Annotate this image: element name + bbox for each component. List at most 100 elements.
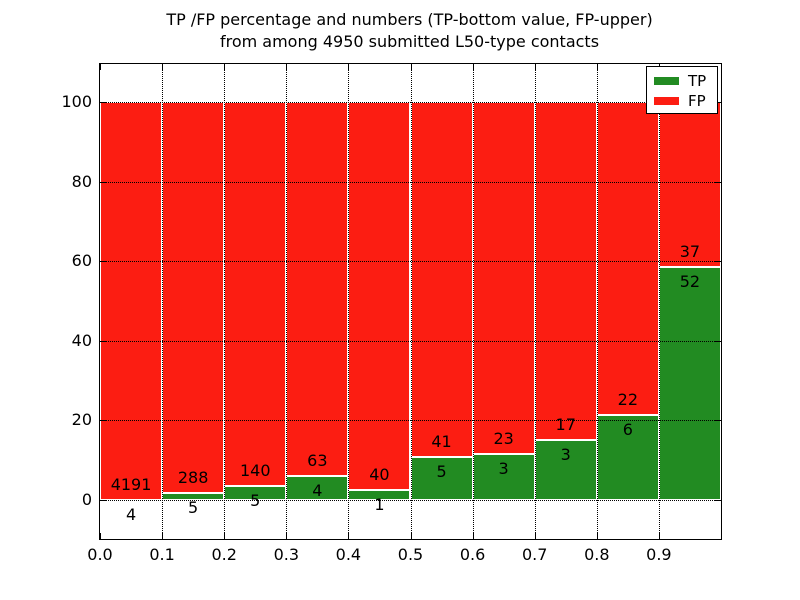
y-tick-mark xyxy=(100,500,106,501)
x-tick-label: 0.8 xyxy=(584,545,610,564)
x-tick-mark xyxy=(472,533,474,539)
fp-count-label: 4191 xyxy=(110,474,152,494)
x-gridline xyxy=(410,64,412,539)
fp-color-swatch xyxy=(654,97,679,105)
x-tick-mark xyxy=(596,533,598,539)
x-tick-mark xyxy=(100,533,101,539)
x-tick-mark-top xyxy=(410,64,412,70)
y-tick-label: 40 xyxy=(71,330,92,350)
x-gridline xyxy=(472,64,474,539)
x-tick-mark-top xyxy=(472,64,474,70)
fp-count-label: 41 xyxy=(431,431,452,451)
bar-segment-tp xyxy=(658,267,721,500)
x-gridline xyxy=(224,64,226,539)
y-tick-mark-right xyxy=(715,102,721,103)
tp-count-label: 6 xyxy=(622,419,633,439)
x-tick-label: 0.1 xyxy=(149,545,175,564)
x-tick-mark-top xyxy=(100,64,101,70)
x-tick-label: 0.2 xyxy=(211,545,237,564)
fp-count-label: 22 xyxy=(617,389,639,409)
y-tick-label: 80 xyxy=(71,171,92,191)
x-tick-mark xyxy=(410,533,412,539)
x-tick-mark-top xyxy=(162,64,164,70)
tp-count-label: 1 xyxy=(374,495,385,515)
chart-title-line2: from among 4950 submitted L50-type conta… xyxy=(219,31,600,51)
y-tick-label: 60 xyxy=(71,251,92,271)
tp-count-label: 4 xyxy=(125,504,137,524)
y-tick-mark-right xyxy=(715,500,721,501)
x-tick-mark-top xyxy=(596,64,598,70)
x-gridline xyxy=(162,64,164,539)
x-tick-mark-top xyxy=(286,64,288,70)
x-gridline xyxy=(658,64,660,539)
x-gridline xyxy=(348,64,350,539)
fp-count-label: 288 xyxy=(177,468,209,488)
x-tick-mark-top xyxy=(534,64,536,70)
y-tick-mark xyxy=(100,181,106,183)
tp-count-label: 3 xyxy=(498,459,509,479)
x-tick-label: 0.3 xyxy=(273,545,300,564)
fp-count-label: 17 xyxy=(555,415,576,435)
x-tick-mark-top xyxy=(348,64,350,70)
bar-segment-fp xyxy=(224,102,287,487)
tp-count-label: 3 xyxy=(560,445,571,465)
x-gridline xyxy=(596,64,598,539)
bar-segment-tp xyxy=(534,440,597,500)
chart-title: TP /FP percentage and numbers (TP-bottom… xyxy=(99,9,720,52)
tp-color-swatch xyxy=(654,77,679,85)
fp-count-label: 23 xyxy=(493,429,514,449)
tp-count-label: 4 xyxy=(312,481,323,501)
x-tick-mark xyxy=(348,533,350,539)
tp-count-label: 5 xyxy=(436,461,447,481)
x-tick-mark xyxy=(162,533,164,539)
bar-segment-fp xyxy=(658,102,721,268)
fp-count-label: 140 xyxy=(239,461,271,481)
x-tick-label: 0.0 xyxy=(87,545,113,564)
tp-count-label: 5 xyxy=(250,491,261,511)
x-tick-mark xyxy=(286,533,288,539)
x-gridline xyxy=(534,64,536,539)
x-tick-label: 0.4 xyxy=(335,545,362,564)
x-tick-label: 0.5 xyxy=(397,545,424,564)
bar-segment-fp xyxy=(410,102,473,457)
x-gridline xyxy=(286,64,288,539)
legend: TP FP xyxy=(646,66,718,114)
bar-segment-fp xyxy=(348,102,411,491)
bar-segment-fp xyxy=(472,102,535,455)
x-tick-label: 0.7 xyxy=(521,545,548,564)
y-tick-mark-right xyxy=(715,340,721,342)
x-tick-mark xyxy=(658,533,660,539)
y-tick-mark-right xyxy=(715,420,721,422)
fp-count-label: 37 xyxy=(679,242,701,262)
tp-count-label: 5 xyxy=(188,498,199,518)
x-tick-label: 0.9 xyxy=(646,545,672,564)
y-tick-label: 0 xyxy=(81,490,92,509)
x-tick-label: 0.6 xyxy=(459,545,486,564)
bar-segment-fp xyxy=(162,102,225,494)
tp-count-label: 52 xyxy=(679,272,701,292)
y-tick-mark-right xyxy=(715,261,721,263)
legend-label-tp: TP xyxy=(688,72,707,90)
x-tick-mark-top xyxy=(224,64,226,70)
fp-count-label: 63 xyxy=(307,451,328,471)
legend-item-tp: TP xyxy=(647,71,717,91)
y-tick-label: 100 xyxy=(61,92,92,111)
bar-segment-tp xyxy=(472,454,535,500)
y-tick-mark xyxy=(100,261,106,263)
y-tick-mark xyxy=(100,420,106,422)
y-tick-mark-right xyxy=(715,181,721,183)
legend-item-fp: FP xyxy=(647,91,717,111)
bar-segment-fp xyxy=(100,102,163,500)
legend-label-fp: FP xyxy=(688,92,706,110)
y-tick-mark xyxy=(100,102,106,103)
x-tick-mark xyxy=(534,533,536,539)
y-tick-mark xyxy=(100,340,106,342)
chart-title-line1: TP /FP percentage and numbers (TP-bottom… xyxy=(166,10,653,29)
x-tick-mark xyxy=(224,533,226,539)
y-tick-label: 20 xyxy=(71,410,92,430)
bar-segment-fp xyxy=(286,102,349,477)
plot-area: Percentage Predicted probability 4191428… xyxy=(61,63,722,564)
fp-count-label: 40 xyxy=(369,465,390,485)
bar-segment-fp xyxy=(534,102,597,441)
